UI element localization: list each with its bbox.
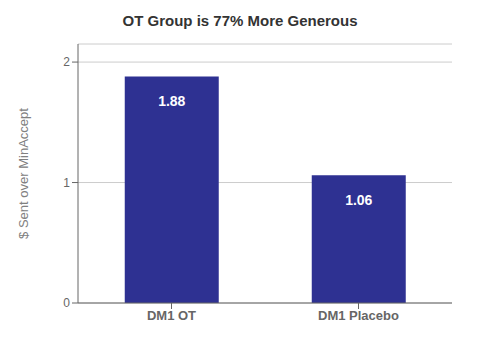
svg-text:DM1 Placebo: DM1 Placebo (318, 308, 399, 323)
svg-text:2: 2 (63, 55, 70, 69)
svg-text:0: 0 (63, 296, 70, 310)
svg-text:1.06: 1.06 (345, 192, 372, 208)
svg-text:1.88: 1.88 (158, 93, 185, 109)
svg-text:$ Sent over MinAccept: $ Sent over MinAccept (16, 108, 31, 239)
html-text:OT Group is 77% More Generous: OT Group is 77% More Generous (122, 12, 358, 29)
svg-text:DM1 OT: DM1 OT (147, 308, 196, 323)
svg-text:1: 1 (63, 176, 70, 190)
